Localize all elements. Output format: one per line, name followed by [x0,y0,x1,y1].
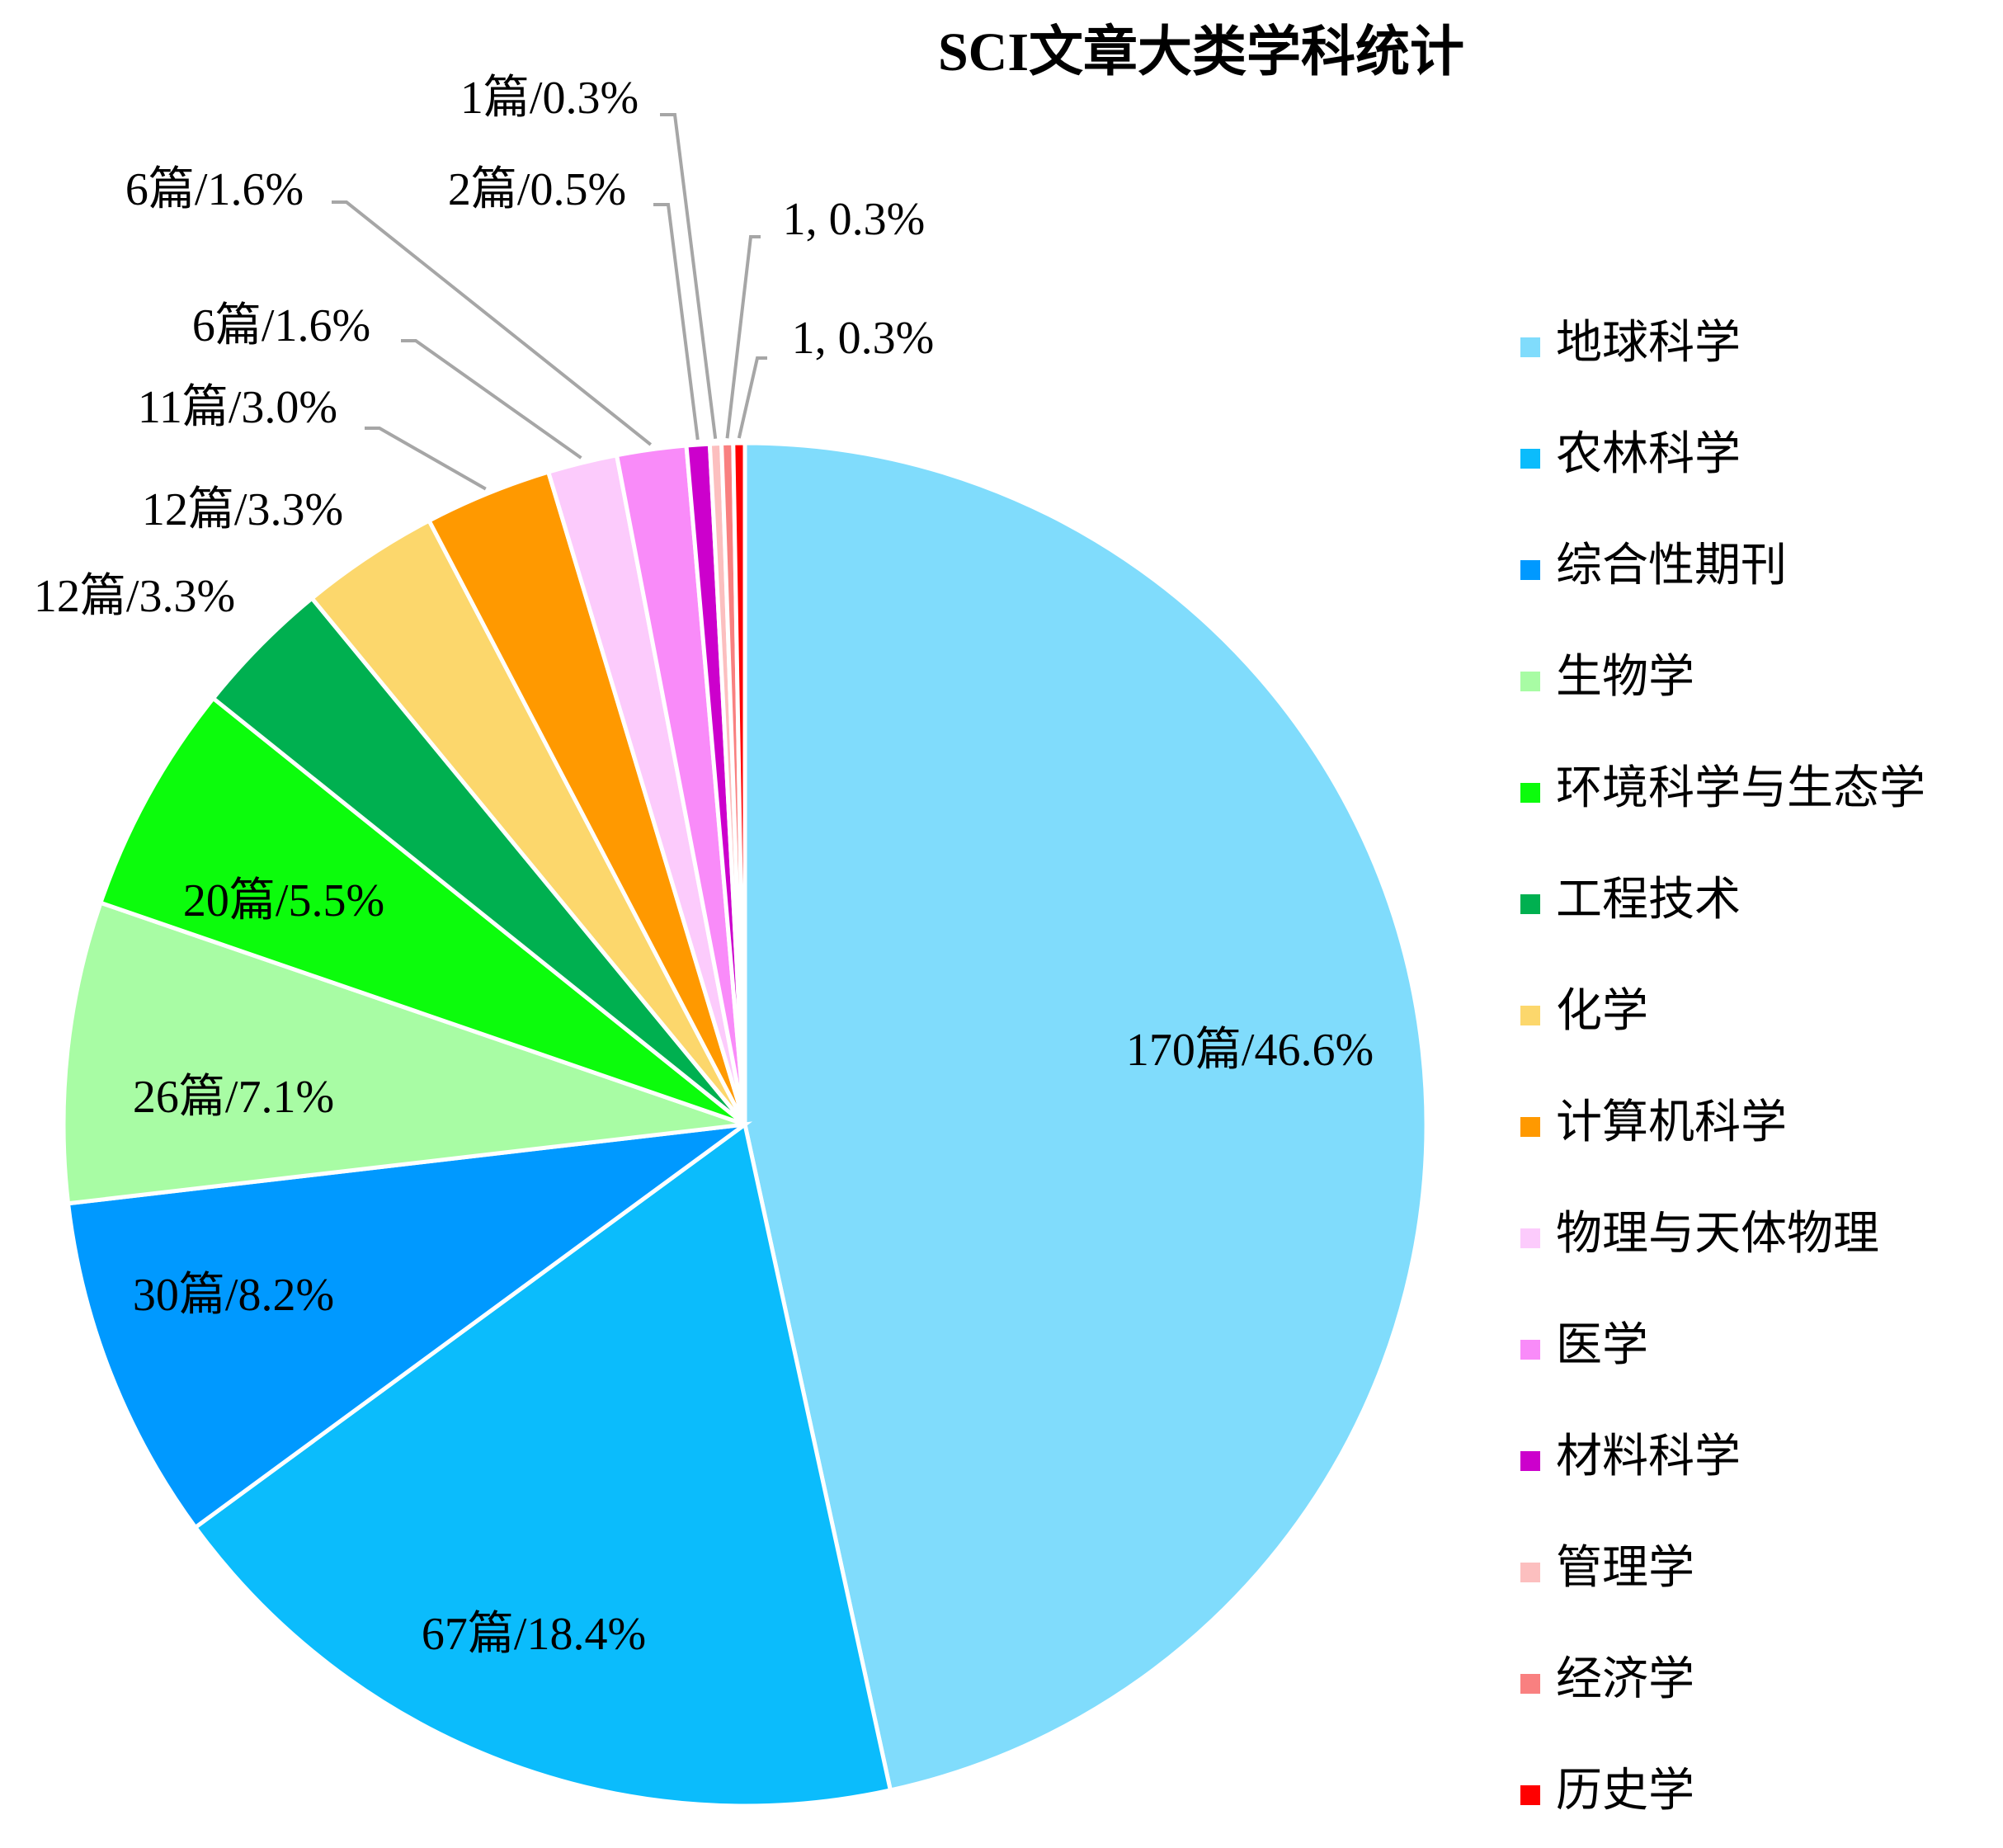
legend-swatch [1520,449,1540,469]
leader-line [332,200,653,446]
legend-label: 历史学 [1556,1766,1694,1817]
legend-label: 工程技术 [1556,874,1741,926]
legend-swatch [1520,1228,1540,1248]
legend-swatch [1520,560,1540,580]
data-label: 170篇/46.6% [1126,1025,1374,1076]
leader-line [365,427,487,491]
legend-label: 管理学 [1556,1543,1694,1594]
legend-label: 经济学 [1556,1654,1694,1705]
leader-line [660,113,718,440]
legend-label: 农林科学 [1556,429,1741,480]
data-label: 6篇/1.6% [192,300,370,351]
legend-label: 物理与天体物理 [1556,1209,1879,1260]
legend-label: 医学 [1556,1320,1648,1371]
leader-line [725,235,761,439]
data-label: 67篇/18.4% [422,1609,646,1660]
legend-label: 环境科学与生态学 [1556,763,1925,814]
pie-slice [61,900,746,1206]
leader-line [737,356,767,439]
legend-swatch [1520,783,1540,803]
pie-slice [65,1121,753,1530]
legend-swatch [1520,1006,1540,1025]
data-label: 26篇/7.1% [133,1072,334,1123]
legend-label: 综合性期刊 [1556,540,1787,592]
legend-label: 化学 [1556,986,1648,1037]
legend-label: 材料科学 [1556,1431,1741,1483]
data-label: 30篇/8.2% [133,1270,334,1321]
data-label: 1, 0.3% [792,313,935,364]
legend-swatch [1520,1785,1540,1805]
legend-label: 计算机科学 [1556,1097,1787,1148]
legend-swatch [1520,1117,1540,1137]
legend-swatch [1520,894,1540,914]
data-label: 1, 0.3% [783,194,926,245]
legend-swatch [1520,672,1540,691]
data-label: 12篇/3.3% [34,571,235,622]
pie-slice [731,441,747,1125]
pie-slice [97,695,747,1127]
leader-line [401,339,582,460]
legend-label: 地球科学 [1556,318,1741,369]
legend-swatch [1520,1674,1540,1694]
legend-label: 生物学 [1556,652,1694,703]
legend-swatch [1520,1451,1540,1471]
legend-swatch [1520,1340,1540,1360]
data-label: 1篇/0.3% [460,73,639,124]
legend-swatch [1520,337,1540,357]
data-label: 6篇/1.6% [125,164,304,215]
data-label: 2篇/0.5% [448,164,626,215]
data-label: 11篇/3.0% [138,382,337,433]
data-label: 20篇/5.5% [183,875,384,926]
chart-title: SCI文章大类学科统计 [938,22,1464,82]
pie-slice [192,1120,893,1808]
pie-slice [742,441,1429,1793]
legend-swatch [1520,1563,1540,1582]
data-label: 12篇/3.3% [142,484,343,535]
leader-line [653,203,700,441]
